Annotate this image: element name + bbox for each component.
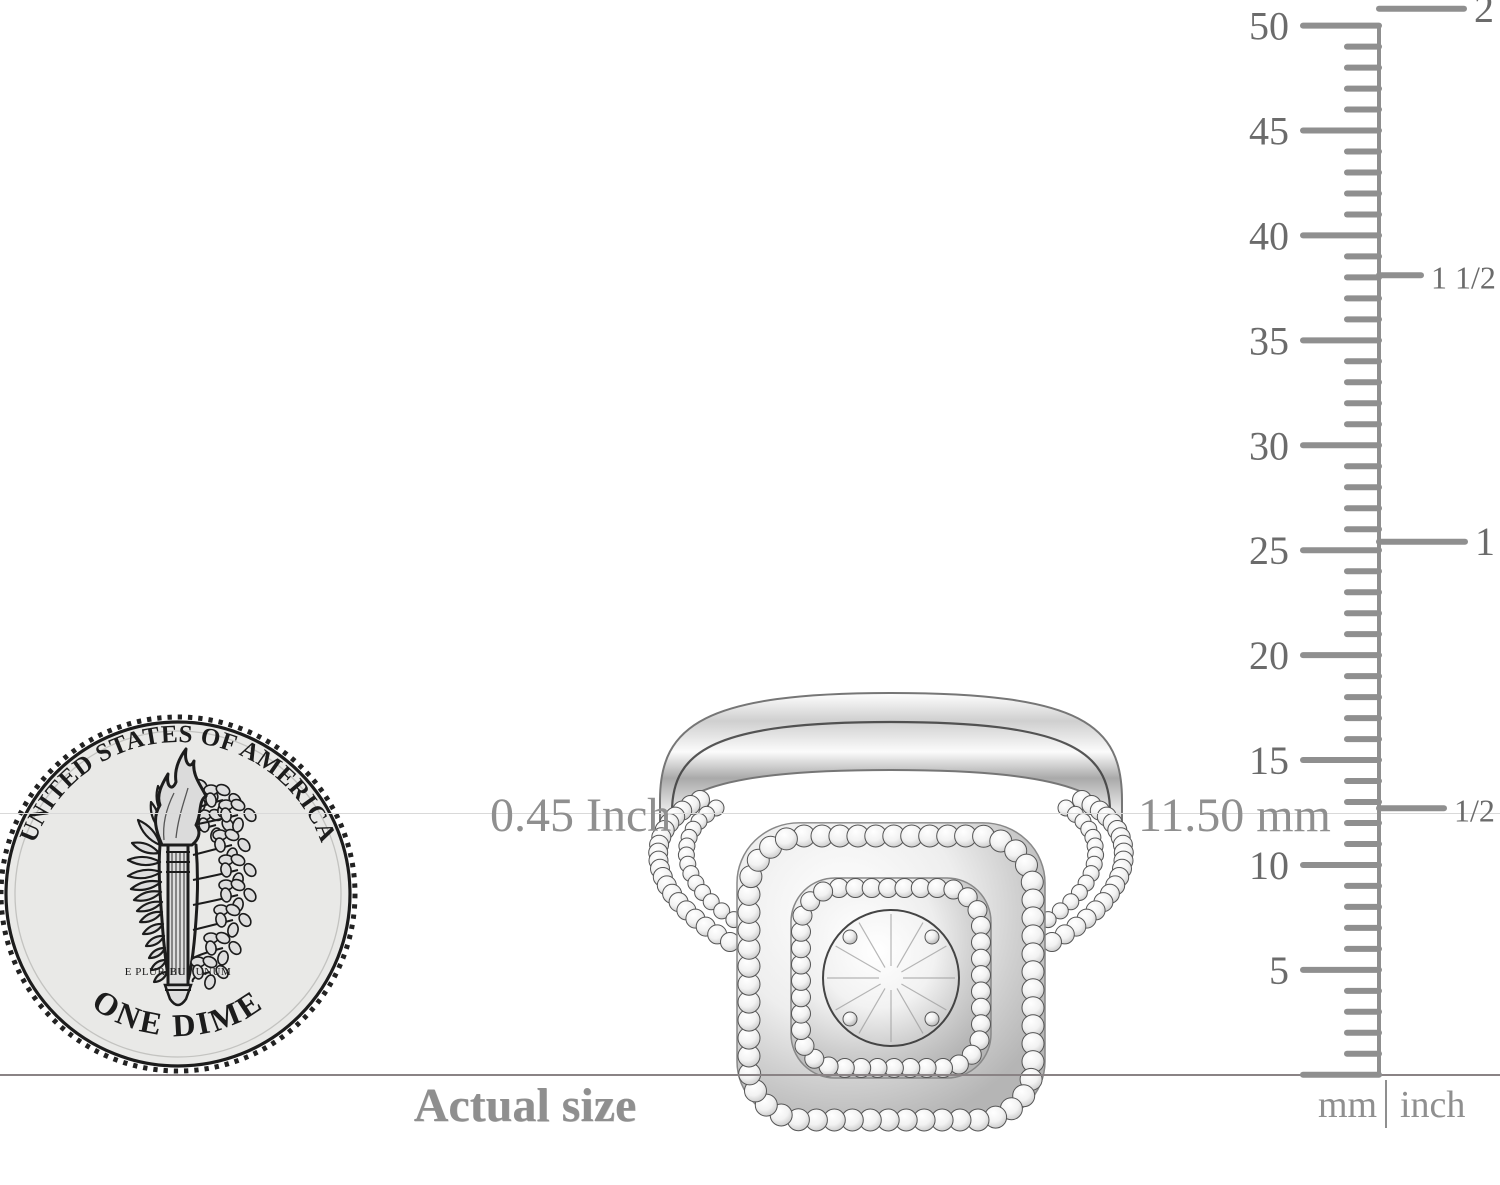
svg-text:50: 50 [1249,4,1289,49]
svg-text:2: 2 [1474,0,1494,31]
svg-text:40: 40 [1249,213,1289,258]
svg-text:30: 30 [1249,423,1289,468]
svg-text:45: 45 [1249,109,1289,154]
svg-text:25: 25 [1249,528,1289,573]
svg-text:5: 5 [1269,948,1289,993]
svg-text:10: 10 [1249,843,1289,888]
svg-text:1/2: 1/2 [1454,792,1495,828]
svg-text:35: 35 [1249,318,1289,363]
svg-text:15: 15 [1249,738,1289,783]
svg-text:20: 20 [1249,633,1289,678]
svg-text:1 1/2: 1 1/2 [1431,259,1496,295]
svg-text:1: 1 [1475,519,1495,564]
